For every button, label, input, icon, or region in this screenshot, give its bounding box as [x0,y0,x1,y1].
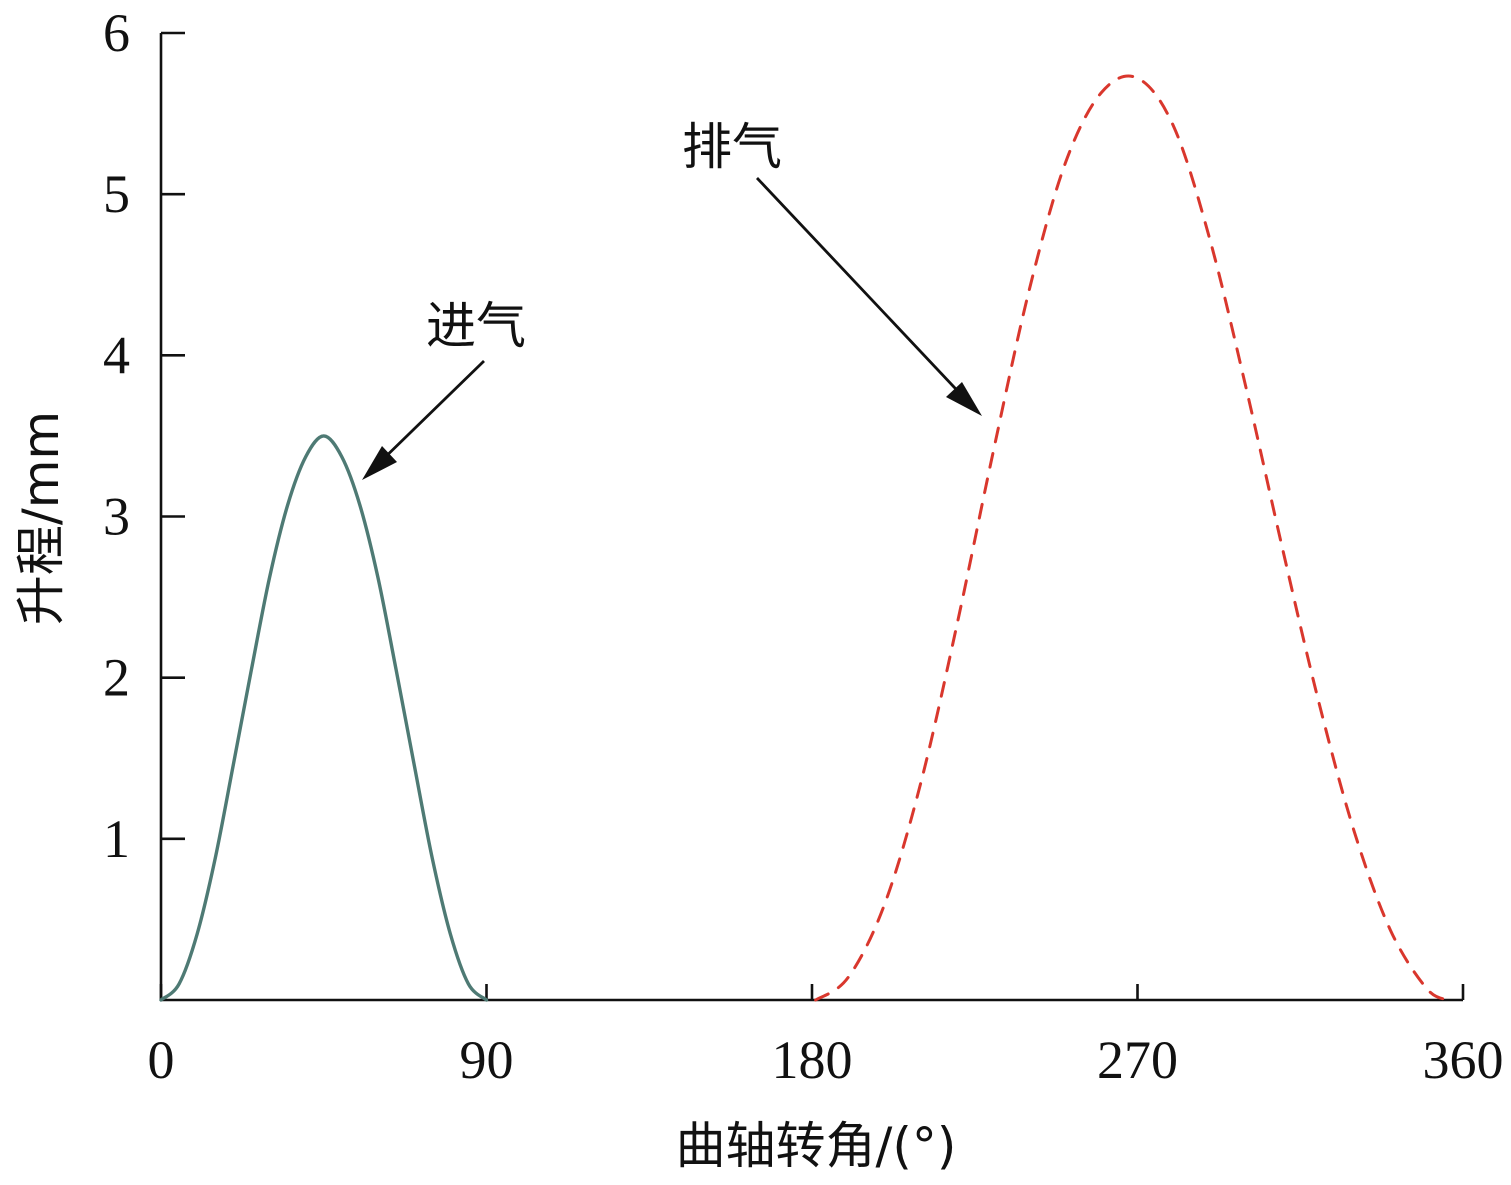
annotation-exhaust-arrow [755,177,972,405]
x-tick-label-1: 90 [460,1030,514,1090]
series-layer [159,74,1451,1002]
intake-lift-curve [159,434,489,1002]
annotation-intake-arrowhead [362,446,397,480]
x-axis-title: 曲轴转角/(°) [676,1117,957,1175]
annotation-intake: 进气 [426,297,526,355]
y-tick-label-2: 3 [103,487,130,547]
plot-area: 0 90 180 270 360 1 2 3 4 5 6 [103,3,1504,1090]
y-tick-label-3: 4 [103,325,130,385]
annotation-layer: 进气 排气 [362,118,982,480]
y-axis-title: 升程/mm [12,411,70,625]
y-tick-label-1: 2 [103,648,130,708]
y-tick-label-0: 1 [103,809,130,869]
x-ticks: 0 90 180 270 360 [148,984,1504,1090]
x-tick-label-0: 0 [148,1030,175,1090]
x-tick-label-4: 360 [1423,1030,1504,1090]
y-ticks: 1 2 3 4 5 6 [103,3,185,869]
y-tick-label-5: 6 [103,3,130,63]
x-tick-label-3: 270 [1097,1030,1178,1090]
annotation-exhaust-arrowhead [946,382,982,416]
annotation-intake-arrow [373,359,485,470]
annotation-exhaust: 排气 [682,118,782,176]
y-tick-label-4: 5 [103,164,130,224]
x-tick-label-2: 180 [772,1030,853,1090]
exhaust-lift-curve [814,74,1451,1002]
